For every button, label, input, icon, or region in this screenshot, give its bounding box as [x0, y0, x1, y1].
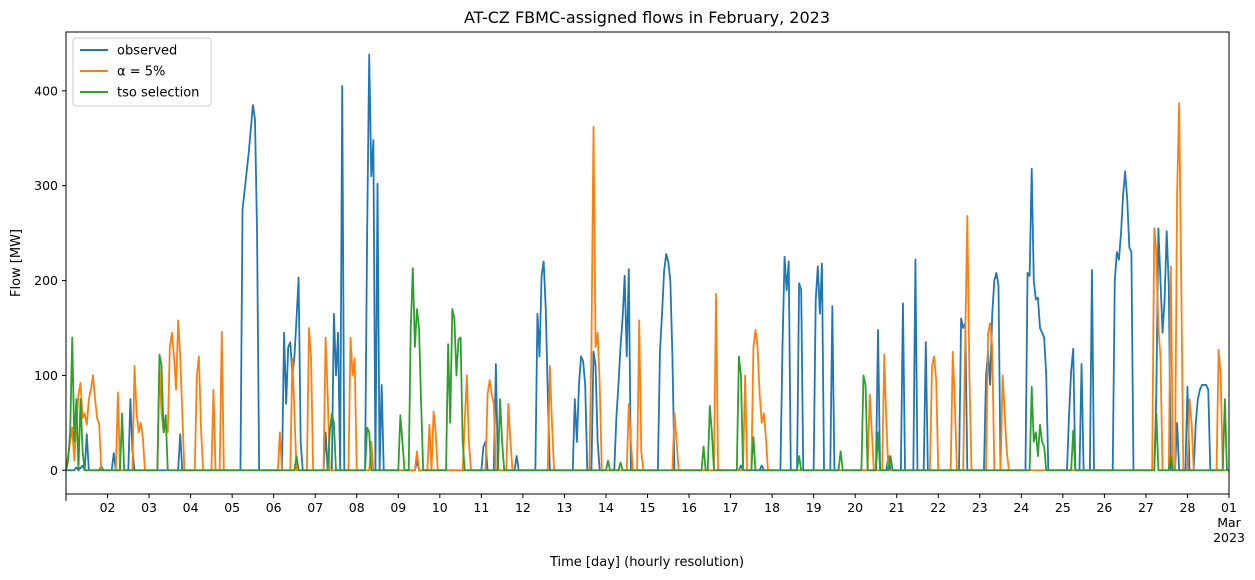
x-tick-label: 18 [764, 500, 780, 515]
y-tick-label: 200 [34, 273, 58, 288]
x-tick-label: 04 [183, 500, 199, 515]
x-tick-label: 24 [1013, 500, 1029, 515]
legend-box [72, 37, 212, 107]
legend-label: observed [117, 44, 177, 59]
x-tick-label: 27 [1138, 500, 1154, 515]
x-tick-label: 06 [266, 500, 282, 515]
y-axis: 0 100 200 300 400 [34, 83, 66, 478]
series-lines [66, 53, 1229, 472]
x-tick-extra-label: 2023 [1213, 530, 1245, 545]
x-tick-label: 22 [930, 500, 946, 515]
x-axis: 02 03 04 05 06 07 08 09 10 11 12 13 14 15 16 17 18 19 20 21… [65, 494, 1245, 545]
x-tick-label: 08 [349, 500, 365, 515]
chart-title: AT-CZ FBMC-assigned flows in February, 2… [464, 8, 830, 27]
plot-area [66, 53, 1229, 472]
x-tick-label: 26 [1096, 500, 1112, 515]
x-tick-label: 10 [432, 500, 448, 515]
x-tick-label: 02 [100, 500, 116, 515]
series-line-2 [66, 102, 1229, 472]
x-tick-label: 28 [1180, 500, 1196, 515]
legend: observed α = 5% tso selection [72, 37, 212, 107]
series-line-3 [66, 267, 1229, 472]
x-axis-label: Time [day] (hourly resolution) [549, 555, 744, 570]
x-tick-label: 16 [681, 500, 697, 515]
x-tick-label: 12 [515, 500, 531, 515]
y-tick-label: 300 [34, 178, 58, 193]
x-tick-label: 01 [1221, 500, 1237, 515]
x-tick-label: 09 [390, 500, 406, 515]
x-tick-label: 21 [889, 500, 905, 515]
x-tick-label: 14 [598, 500, 614, 515]
legend-label: α = 5% [117, 65, 165, 80]
x-tick-extra-label: Mar [1217, 515, 1241, 530]
x-tick-label: 25 [1055, 500, 1071, 515]
y-tick-label: 100 [34, 368, 58, 383]
x-tick-label: 15 [640, 500, 656, 515]
x-tick-label: 23 [972, 500, 988, 515]
x-tick-label: 11 [473, 500, 489, 515]
x-tick-label: 20 [847, 500, 863, 515]
y-axis-label: Flow [MW] [9, 229, 24, 297]
x-tick-label: 03 [141, 500, 157, 515]
x-tick-label: 07 [307, 500, 323, 515]
y-tick-label: 400 [34, 83, 58, 98]
x-tick-label: 17 [723, 500, 739, 515]
y-tick-label: 0 [50, 463, 58, 478]
legend-label: tso selection [117, 86, 199, 101]
x-tick-label: 13 [556, 500, 572, 515]
x-tick-label: 05 [224, 500, 240, 515]
x-tick-label: 19 [806, 500, 822, 515]
